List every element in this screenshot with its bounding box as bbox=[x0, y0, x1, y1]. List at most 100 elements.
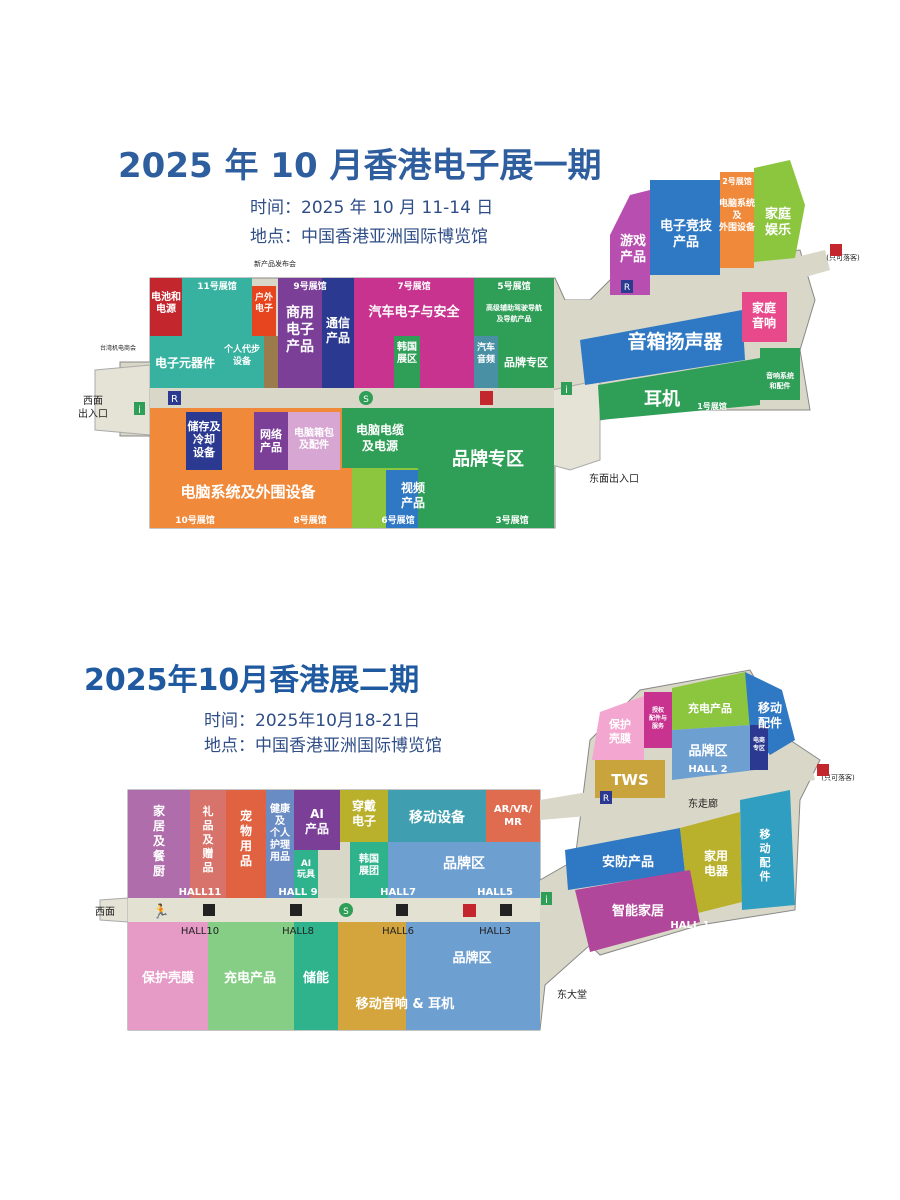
zone-adas[interactable] bbox=[474, 278, 554, 336]
zone-brand-big[interactable] bbox=[418, 408, 554, 528]
label-pc-east: 电脑系统及外围设备 bbox=[718, 197, 756, 233]
zone-bags[interactable] bbox=[288, 412, 340, 470]
zone-network[interactable] bbox=[254, 412, 288, 470]
label-cases-west: 保护壳膜 bbox=[141, 970, 194, 986]
zone-speakers[interactable] bbox=[580, 310, 745, 385]
zone-gifts[interactable] bbox=[190, 790, 226, 898]
shuttle-icon-p2-glyph: S bbox=[343, 907, 349, 917]
escalator-icon bbox=[290, 904, 302, 916]
label-pets: 宠物用品 bbox=[239, 808, 252, 868]
zone-licensed[interactable] bbox=[644, 692, 672, 748]
zone-battery[interactable] bbox=[150, 278, 182, 336]
zone-arvr[interactable] bbox=[486, 790, 540, 842]
zone-cases-west[interactable] bbox=[128, 922, 208, 1030]
zone-brand-top[interactable] bbox=[388, 842, 540, 898]
hall2-label-p1: 2号展馆 bbox=[722, 176, 752, 186]
restaurant-icon bbox=[168, 391, 181, 405]
zone-headphones[interactable] bbox=[598, 358, 760, 420]
info-icon bbox=[134, 402, 145, 415]
zone-mobile-acc2[interactable] bbox=[740, 790, 795, 910]
hall6-label-p1: 6号展馆 bbox=[381, 514, 414, 526]
central-corridor-p1 bbox=[150, 388, 554, 408]
zone-components[interactable] bbox=[150, 336, 220, 388]
zone-brand-east[interactable] bbox=[672, 725, 755, 780]
phase1-venue: 地点：中国香港亚洲国际博览馆 bbox=[250, 227, 488, 247]
zone-telecom[interactable] bbox=[322, 278, 354, 388]
label-home-p2: 家居及餐厨 bbox=[153, 803, 166, 878]
zone-ai[interactable] bbox=[294, 790, 340, 850]
label-tws: TWS bbox=[611, 771, 649, 789]
zone-personal[interactable] bbox=[220, 336, 264, 388]
zone-charging-west[interactable] bbox=[208, 922, 294, 1030]
zone-wearable[interactable] bbox=[340, 790, 388, 842]
zone-korea-p2[interactable] bbox=[350, 842, 388, 898]
west-entry-p1 bbox=[94, 364, 151, 436]
zone-gaming[interactable] bbox=[610, 190, 650, 295]
label-commercial: 商用电子产品 bbox=[286, 304, 314, 355]
info-icon-p2 bbox=[541, 892, 552, 905]
hall3-label-p1: 3号展馆 bbox=[495, 514, 528, 526]
central-corridor-p2 bbox=[128, 898, 540, 922]
label-adas: 高级辅助驾驶导航及导航产品 bbox=[486, 303, 542, 323]
zone-korea-p1[interactable] bbox=[394, 336, 420, 388]
zone-cases-east[interactable] bbox=[592, 696, 644, 760]
label-audio-acc: 音响系统和配件 bbox=[766, 371, 794, 390]
zone-brand-bottom[interactable] bbox=[406, 922, 540, 1030]
zone-storage-energy[interactable] bbox=[294, 922, 338, 1030]
label-east-entrance-1: 东面出入口 bbox=[589, 472, 639, 485]
zone-hall11-teal[interactable] bbox=[182, 278, 252, 336]
label-telecom: 通信产品 bbox=[326, 315, 350, 345]
label-battery: 电池和电源 bbox=[151, 290, 181, 315]
zone-appliances[interactable] bbox=[680, 812, 742, 915]
phase2-time: 时间：2025年10月18-21日 bbox=[204, 711, 421, 731]
hall9-label-p2: HALL 9 bbox=[278, 887, 317, 898]
label-speakers: 音箱扬声器 bbox=[627, 330, 723, 353]
zone-esports[interactable] bbox=[650, 180, 720, 275]
phase2-venue: 地点：中国香港亚洲国际博览馆 bbox=[204, 736, 442, 756]
zone-smart-home[interactable] bbox=[575, 870, 700, 952]
label-smart-home: 智能家居 bbox=[612, 903, 664, 919]
zone-brand-small[interactable] bbox=[498, 336, 554, 388]
zone-pets[interactable] bbox=[226, 790, 266, 898]
zone-car-audio[interactable] bbox=[474, 336, 498, 388]
label-home-audio: 家庭音响 bbox=[752, 300, 776, 330]
hall7-label-p1: 7号展馆 bbox=[397, 280, 430, 292]
zone-health[interactable] bbox=[266, 790, 294, 898]
zone-cables[interactable] bbox=[342, 408, 418, 468]
restaurant-icon-east-glyph: R bbox=[624, 283, 630, 293]
hall8-label-p2: HALL8 bbox=[282, 926, 314, 937]
label-storage: 储存及冷却设备 bbox=[188, 419, 222, 459]
zone-outdoor[interactable] bbox=[252, 286, 276, 336]
zone-home-audio[interactable] bbox=[742, 292, 787, 342]
restaurant-icon-glyph: R bbox=[171, 394, 178, 405]
label-mobile-acc2: 移动配件 bbox=[760, 827, 771, 883]
zone-home[interactable] bbox=[128, 790, 190, 898]
phase2-map: 家居及餐厨 礼品及赠品 宠物用品 健康及个人护理用品 AI 产品 AI 玩具 穿戴电… bbox=[95, 669, 855, 1031]
label-security: 安防产品 bbox=[602, 854, 654, 870]
label-taxi-1: (只可落客) bbox=[826, 253, 860, 262]
label-video: 视频产品 bbox=[401, 480, 425, 510]
hall7-label-p2: HALL7 bbox=[380, 887, 416, 898]
label-wearable: 穿戴电子 bbox=[352, 798, 376, 828]
label-car-audio: 汽车音频 bbox=[477, 341, 495, 365]
zone-pc-east[interactable] bbox=[720, 172, 754, 268]
info-icon-p2-glyph: i bbox=[545, 895, 548, 906]
label-west-p2: 西面 bbox=[95, 907, 115, 918]
info-icon-glyph: i bbox=[138, 405, 141, 416]
zone-home-ent[interactable] bbox=[754, 160, 805, 262]
zone-storage[interactable] bbox=[186, 412, 222, 470]
zone-ai-toys[interactable] bbox=[294, 850, 318, 898]
label-mobile-acc: 移动配件 bbox=[758, 700, 782, 730]
zone-commercial[interactable] bbox=[278, 278, 322, 388]
zone-e-commerce[interactable] bbox=[750, 725, 768, 770]
zone-startup[interactable] bbox=[264, 336, 278, 388]
label-licensed: 授权配件与服务 bbox=[649, 706, 667, 730]
zone-charging-east[interactable] bbox=[672, 672, 750, 730]
zone-security[interactable] bbox=[565, 828, 685, 890]
label-e-commerce: 电商专区 bbox=[753, 736, 765, 752]
label-home-ent: 家庭娱乐 bbox=[765, 206, 792, 238]
zone-mobile[interactable] bbox=[388, 790, 486, 842]
zone-audio-acc[interactable] bbox=[760, 348, 800, 400]
shuttle-icon-p2 bbox=[339, 903, 353, 917]
